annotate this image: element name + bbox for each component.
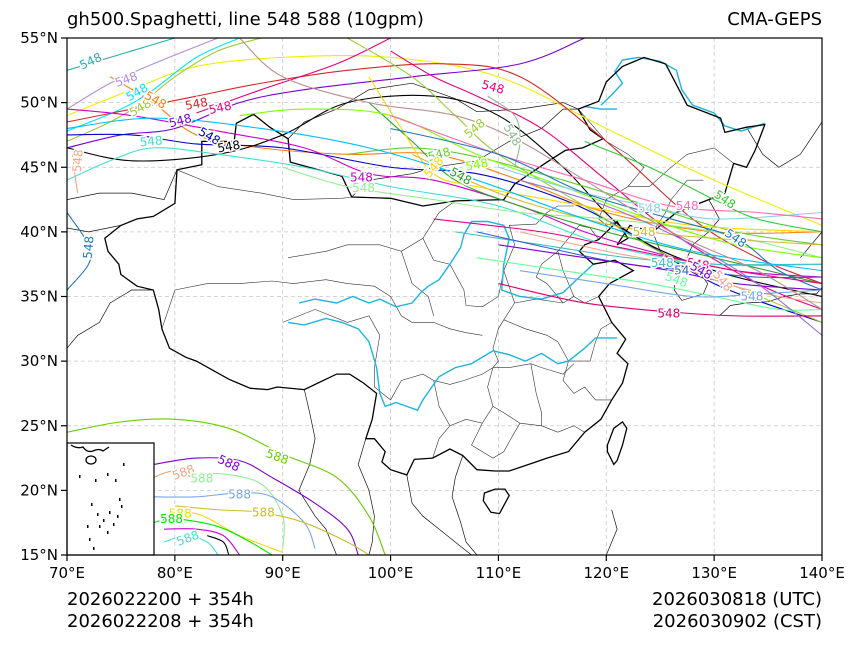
valid-time-utc: 2026030818 (UTC) (652, 589, 822, 610)
init-time-utc: 2026022200 + 354h (67, 589, 254, 610)
svg-text:548: 548 (676, 199, 699, 213)
svg-text:100°E: 100°E (368, 564, 414, 582)
svg-text:15°N: 15°N (20, 546, 58, 564)
svg-text:40°N: 40°N (20, 223, 58, 241)
contours-548 (67, 38, 822, 336)
svg-text:548: 548 (207, 99, 232, 117)
svg-text:548: 548 (740, 290, 763, 304)
svg-text:55°N: 55°N (20, 29, 58, 47)
svg-text:25°N: 25°N (20, 417, 58, 435)
svg-text:548: 548 (651, 256, 674, 270)
valid-time-cst: 2026030902 (CST) (652, 611, 822, 632)
svg-text:548: 548 (167, 111, 193, 130)
svg-text:35°N: 35°N (20, 288, 58, 306)
china-outline (104, 56, 766, 515)
svg-text:548: 548 (70, 149, 86, 173)
svg-text:110°E: 110°E (476, 564, 522, 582)
svg-text:548: 548 (633, 225, 656, 239)
province-borders (161, 108, 734, 459)
y-axis-ticks: 15°N 20°N 25°N 30°N 35°N 40°N 45°N 50°N 55°N (20, 29, 67, 564)
svg-text:70°E: 70°E (49, 564, 85, 582)
svg-text:50°N: 50°N (20, 94, 58, 112)
svg-text:54: 54 (674, 264, 689, 278)
svg-text:548: 548 (81, 235, 97, 259)
svg-text:588: 588 (160, 512, 183, 526)
model-source-label: CMA-GEPS (727, 9, 822, 30)
svg-text:30°N: 30°N (20, 352, 58, 370)
x-axis-ticks: 70°E 80°E 90°E 100°E 110°E 120°E 130°E 140°E (49, 555, 845, 582)
svg-text:548: 548 (480, 77, 506, 96)
svg-text:548: 548 (139, 133, 163, 149)
svg-text:588: 588 (190, 472, 213, 486)
svg-text:548: 548 (352, 181, 375, 195)
svg-text:588: 588 (175, 528, 201, 549)
svg-text:588: 588 (264, 446, 290, 467)
svg-text:588: 588 (215, 452, 242, 474)
svg-text:45°N: 45°N (20, 158, 58, 176)
svg-text:588: 588 (228, 487, 251, 501)
contours-588 (67, 418, 386, 555)
init-time-cst: 2026022208 + 354h (67, 611, 254, 632)
chart-title: gh500.Spaghetti, line 548 588 (10gpm) (67, 9, 424, 30)
svg-text:548: 548 (685, 255, 710, 273)
south-china-sea-inset (66, 442, 155, 556)
svg-text:548: 548 (77, 50, 104, 72)
valid-time-block: 2026030818 (UTC) 2026030902 (CST) (652, 589, 822, 633)
svg-text:588: 588 (169, 507, 192, 521)
svg-text:80°E: 80°E (157, 564, 193, 582)
init-time-block: 2026022200 + 354h 2026022208 + 354h (67, 589, 254, 633)
svg-text:548: 548 (350, 171, 373, 185)
svg-text:548: 548 (657, 306, 680, 320)
svg-text:548: 548 (712, 187, 739, 212)
svg-text:140°E: 140°E (799, 564, 845, 582)
svg-text:548: 548 (638, 202, 661, 216)
svg-text:130°E: 130°E (691, 564, 737, 582)
svg-text:548: 548 (461, 116, 488, 141)
svg-text:588: 588 (252, 505, 275, 519)
svg-text:120°E: 120°E (583, 564, 629, 582)
svg-text:548: 548 (216, 138, 241, 156)
svg-text:20°N: 20°N (20, 481, 58, 499)
svg-text:548: 548 (184, 95, 209, 113)
svg-text:548: 548 (464, 156, 489, 174)
svg-text:90°E: 90°E (265, 564, 301, 582)
